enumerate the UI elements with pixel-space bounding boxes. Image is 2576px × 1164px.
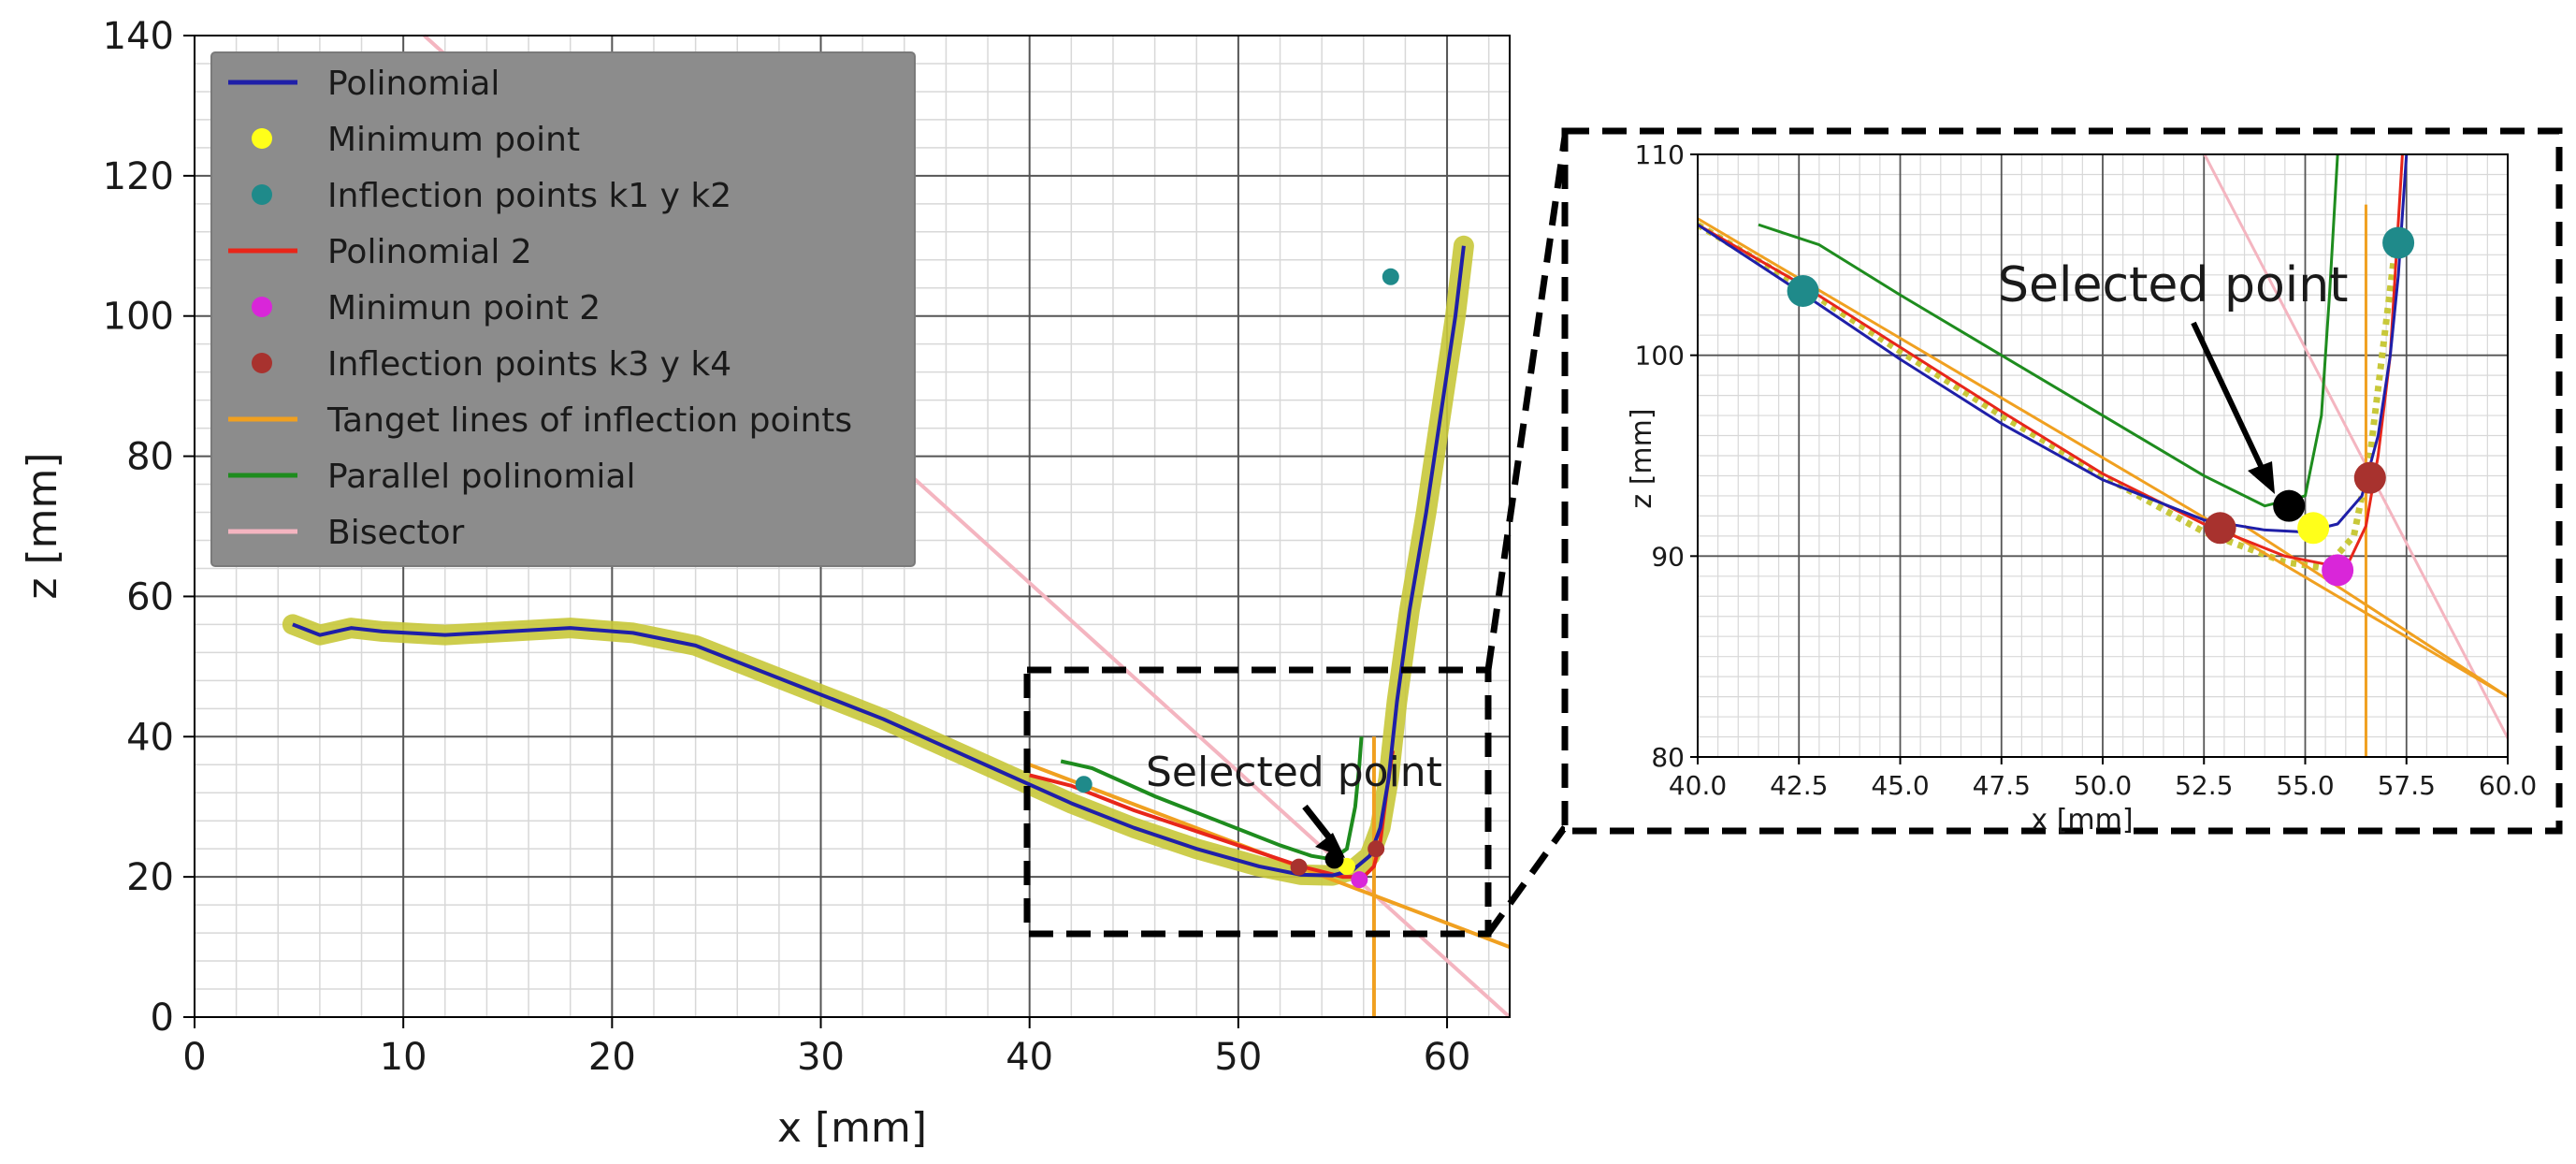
y-tick-label: 80 xyxy=(126,436,174,479)
inset-polinomial-line xyxy=(1698,154,2409,534)
inset-x-tick-label: 45.0 xyxy=(1871,770,1929,801)
legend-label: Minimun point 2 xyxy=(327,289,601,327)
inset-x-tick-label: 40.0 xyxy=(1669,770,1727,801)
main-series xyxy=(282,34,1512,1019)
main-ticks: 0 10 20 30 40 50 60 0 20 40 60 80 100 120 140 xyxy=(103,15,1471,1079)
y-tick-label: 120 xyxy=(103,155,174,198)
legend-label: Polinomial xyxy=(327,65,499,103)
y-tick-label: 140 xyxy=(103,15,174,58)
inset-selected-point-arrow xyxy=(2191,321,2265,470)
inset-x-tick-label: 47.5 xyxy=(1973,770,2031,801)
inset-minimum-point-marker xyxy=(2297,512,2330,545)
y-tick-label: 0 xyxy=(151,997,174,1040)
inflection-k3-k4-marker xyxy=(1290,858,1308,876)
inset-x-tick-label: 60.0 xyxy=(2479,770,2537,801)
x-tick-label: 0 xyxy=(182,1036,206,1079)
x-tick-label: 20 xyxy=(588,1036,636,1079)
inset-minimum-point-2-marker xyxy=(2322,554,2354,587)
x-tick-label: 50 xyxy=(1214,1036,1262,1079)
inset-inflection-k3-k4-marker xyxy=(2353,461,2386,494)
legend-label: Tanget lines of inflection points xyxy=(326,401,852,440)
inset-grid xyxy=(1698,154,2508,757)
inset-series xyxy=(1698,154,2508,757)
inset-inflection-k1-k2-marker xyxy=(1787,274,1819,307)
legend-label: Inflection points k3 y k4 xyxy=(327,345,731,384)
inset-panel: 40.0 42.5 45.0 47.5 50.0 52.5 55.0 57.5 60.0 80 90… xyxy=(1561,127,2563,837)
inset-curves xyxy=(1698,154,2508,757)
inset-y-tick-label: 110 xyxy=(1635,139,1685,170)
main-x-axis-label: x [mm] xyxy=(777,1104,927,1152)
inset-y-axis-label: z [mm] xyxy=(1626,408,1658,508)
inset-y-tick-label: 90 xyxy=(1651,541,1685,572)
inset-inflection-k1-k2-marker xyxy=(2382,226,2415,259)
x-tick-label: 30 xyxy=(797,1036,845,1079)
inflection-k3-k4-marker xyxy=(1368,840,1385,858)
zoom-connector-bottom xyxy=(1485,824,1568,937)
legend-label: Polinomial 2 xyxy=(327,233,532,271)
main-y-axis-label: z [mm] xyxy=(19,452,66,599)
zoom-connector-top xyxy=(1484,136,1569,671)
legend-label: Parallel polinomial xyxy=(327,458,635,496)
y-tick-label: 60 xyxy=(126,575,174,618)
inset-x-axis-label: x [mm] xyxy=(2031,804,2133,837)
legend-label: Inflection points k1 y k2 xyxy=(327,177,731,215)
legend-label: Minimum point xyxy=(327,121,580,159)
main-plot-frame xyxy=(194,35,1511,1018)
inset-inflection-k3-k4-marker xyxy=(2204,512,2236,545)
inset-tangent-line xyxy=(1698,217,2508,698)
inset-x-tick-label: 50.0 xyxy=(2074,770,2132,801)
main-selected-point-arrowhead xyxy=(1315,833,1345,858)
y-tick-label: 20 xyxy=(126,856,174,899)
polinomial-2-line xyxy=(1029,749,1396,880)
minimum-point-2-marker xyxy=(1351,871,1368,889)
inset-selected-point-arrowhead xyxy=(2248,461,2275,494)
inset-y-tick-label: 80 xyxy=(1651,742,1685,773)
legend-box xyxy=(210,51,916,567)
inset-selected-point-label: Selected point xyxy=(1998,257,2349,313)
inset-x-tick-label: 52.5 xyxy=(2175,770,2233,801)
x-tick-label: 10 xyxy=(380,1036,427,1079)
legend: Polinomial Minimum point Inflection points… xyxy=(210,51,916,567)
inset-tangent-line xyxy=(2243,524,2508,698)
inset-bisector-line xyxy=(2203,154,2508,742)
main-panel: 0 10 20 30 40 50 60 0 20 40 60 80 100 120 140 x [mm] z… xyxy=(19,15,1512,1152)
inset-x-tick-label: 42.5 xyxy=(1770,770,1828,801)
inset-selected-point-marker xyxy=(2273,489,2306,522)
inflection-k1-k2-marker xyxy=(1075,776,1093,793)
inset-x-tick-label: 55.0 xyxy=(2276,770,2334,801)
legend-marker xyxy=(252,184,272,205)
inset-y-tick-label: 100 xyxy=(1635,341,1685,371)
inset-x-tick-label: 57.5 xyxy=(2378,770,2436,801)
legend-items: Polinomial Minimum point Inflection points… xyxy=(228,65,852,552)
inset-polinomial-2-line xyxy=(1698,154,2404,566)
x-tick-label: 40 xyxy=(1006,1036,1053,1079)
zoom-region-box xyxy=(1023,666,1492,938)
inset-parallel-polinomial-line xyxy=(1758,154,2339,508)
legend-marker xyxy=(252,297,272,317)
y-tick-label: 40 xyxy=(126,716,174,759)
y-tick-label: 100 xyxy=(103,296,174,339)
main-selected-point-arrow xyxy=(1302,804,1336,845)
polinomial-line xyxy=(292,245,1466,878)
legend-marker xyxy=(252,128,272,149)
legend-label: Bisector xyxy=(327,514,465,552)
inset-measured-data xyxy=(1698,222,2398,572)
main-selected-point-label: Selected point xyxy=(1146,749,1442,796)
inflection-k1-k2-marker xyxy=(1382,268,1399,285)
x-tick-label: 60 xyxy=(1424,1036,1471,1079)
parallel-polinomial-line xyxy=(1060,736,1364,862)
inset-ticks: 40.0 42.5 45.0 47.5 50.0 52.5 55.0 57.5 60.0 80 90… xyxy=(1635,139,2538,801)
legend-marker xyxy=(252,353,272,373)
